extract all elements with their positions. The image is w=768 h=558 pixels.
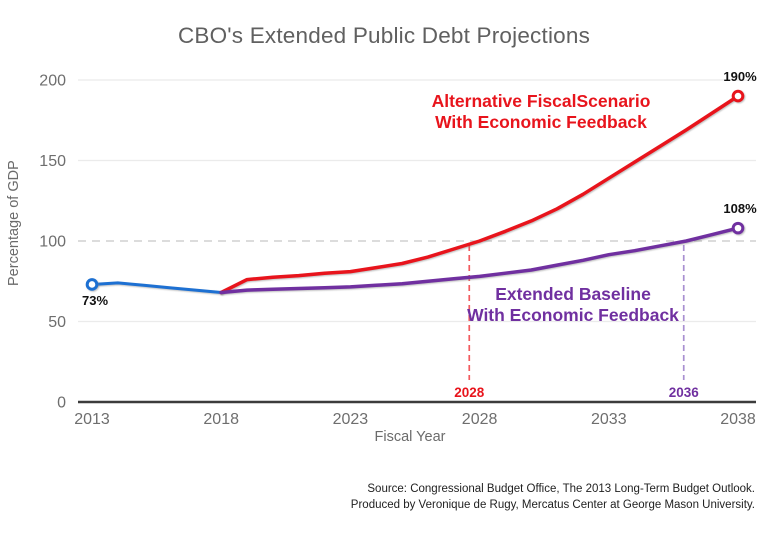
- source-line2: Produced by Veronique de Rugy, Mercatus …: [350, 499, 755, 512]
- series-endpoint-marker-0: [85, 278, 99, 291]
- series-line-2: [219, 226, 740, 295]
- x-tick-label-2013: 2013: [74, 411, 110, 428]
- reference-label-2028: 2028: [454, 385, 485, 400]
- source-attribution: Source: Congressional Budget Office, The…: [351, 481, 755, 513]
- y-tick-label-200: 200: [39, 73, 66, 90]
- series-line-0: [90, 281, 223, 294]
- x-tick-label-2038: 2038: [720, 411, 756, 428]
- series-endpoint-marker-1: [731, 89, 745, 103]
- point-label-73pct: 73%: [81, 293, 109, 309]
- y-tick-label-150: 150: [39, 153, 66, 170]
- annotation-baseline-line2: With Economic Feedback: [467, 305, 679, 325]
- x-tick-label-2023: 2023: [333, 411, 369, 428]
- point-label-190pct: 190%: [723, 69, 757, 85]
- y-axis-label: Percentage of GDP: [6, 160, 22, 286]
- x-tick-label-2033: 2033: [591, 411, 627, 428]
- point-label-108pct: 108%: [723, 201, 757, 217]
- series-endpoint-marker-2: [731, 221, 745, 235]
- annotation-alternative-line1: Alternative FiscalScenario: [431, 91, 651, 111]
- annotation-baseline-line1: Extended Baseline: [495, 284, 651, 304]
- reference-label-2036: 2036: [669, 385, 700, 400]
- annotation-extended-baseline: Extended Baseline With Economic Feedback: [467, 284, 679, 326]
- series-line-1: [219, 94, 740, 295]
- y-tick-label-0: 0: [57, 395, 66, 412]
- y-tick-label-100: 100: [39, 234, 66, 251]
- chart-title: CBO's Extended Public Debt Projections: [177, 23, 591, 48]
- x-tick-label-2018: 2018: [203, 411, 239, 428]
- annotation-alternative-fiscal-scenario: Alternative FiscalScenario With Economic…: [432, 91, 651, 133]
- source-line1: Source: Congressional Budget Office, The…: [367, 483, 755, 495]
- y-tick-label-50: 50: [48, 314, 66, 331]
- x-tick-label-2028: 2028: [462, 411, 498, 428]
- x-axis-label: Fiscal Year: [374, 429, 446, 445]
- annotation-alternative-line2: With Economic Feedback: [435, 112, 647, 132]
